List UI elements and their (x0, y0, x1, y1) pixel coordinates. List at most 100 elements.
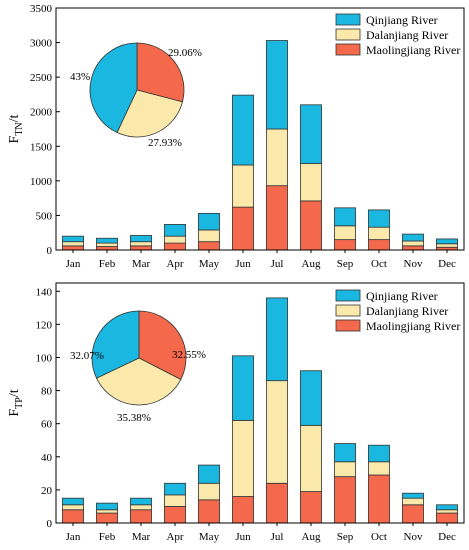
x-tick-label: Apr (166, 258, 183, 270)
legend-label: Maolingjiang River (366, 319, 460, 333)
bar-jun-series-2 (232, 419, 254, 497)
plot-frame (55, 282, 465, 524)
x-tick-label: Feb (99, 531, 116, 543)
pie-slice-1 (138, 310, 187, 381)
bar-jul-series-3 (266, 40, 288, 130)
x-tick-label: Nov (404, 531, 423, 543)
pie-slice-3 (89, 42, 138, 134)
bar-aug-series-1 (300, 491, 322, 524)
bar-feb-series-2 (96, 242, 118, 247)
x-tick-label: Aug (302, 531, 321, 543)
pie-slice-2 (96, 357, 182, 406)
bar-sep-series-1 (334, 476, 356, 524)
bar-oct-series-3 (368, 444, 390, 463)
x-tick-label: Nov (404, 258, 423, 270)
bar-may-series-1 (198, 499, 220, 524)
bar-sep-series-3 (334, 207, 356, 227)
bar-apr-series-2 (164, 235, 186, 244)
legend-swatch (335, 289, 361, 302)
chart-panel-2: Jan Feb Mar Apr May Jun Jul Aug Sep Oct Nov Dec 0 20 4… (7, 282, 465, 543)
y-axis-label: FTP/t (7, 389, 25, 416)
plot-frame (55, 7, 465, 251)
y-tick-label: 500 (36, 210, 53, 222)
bar-jun-series-3 (232, 355, 254, 421)
x-tick-label: Jan (66, 258, 81, 270)
bar-may-series-3 (198, 464, 220, 484)
bar-jan-series-1 (62, 245, 84, 251)
legend-swatch (335, 43, 361, 56)
bar-oct-series-1 (368, 239, 390, 251)
chart-panel-1: Jan Feb Mar Apr May Jun Jul Aug Sep Oct Nov Dec 0 500… (7, 3, 465, 270)
bar-jan-series-2 (62, 504, 84, 511)
bar-jan-series-1 (62, 509, 84, 524)
legend-label: Qinjiang River (366, 289, 438, 303)
bar-feb-series-3 (96, 237, 118, 244)
bar-aug-series-3 (300, 370, 322, 426)
bar-feb-series-1 (96, 512, 118, 524)
x-tick-label: Dec (438, 258, 456, 270)
legend-swatch (335, 13, 361, 26)
pie-label-1: 32.55% (172, 349, 206, 361)
bar-jun-series-1 (232, 496, 254, 524)
bar-apr-series-2 (164, 494, 186, 507)
bar-mar-series-1 (130, 509, 152, 524)
x-tick-label: Sep (337, 531, 354, 543)
y-tick-label: 3000 (30, 38, 53, 50)
x-tick-label: Oct (371, 258, 387, 270)
bar-feb-series-3 (96, 502, 118, 511)
bar-jan-series-3 (62, 235, 84, 243)
x-tick-label: Mar (132, 531, 151, 543)
bar-jul-series-1 (266, 482, 288, 524)
x-tick-label: Oct (371, 531, 387, 543)
bar-may-series-2 (198, 482, 220, 501)
bar-dec-series-2 (436, 509, 458, 514)
bar-oct-series-1 (368, 474, 390, 524)
y-tick-label: 3500 (30, 3, 53, 15)
x-tick-label: Jun (235, 258, 251, 270)
y-tick-label: 40 (41, 452, 53, 464)
pie-label-2: 27.93% (148, 137, 182, 149)
x-tick-label: Jul (271, 258, 284, 270)
bar-apr-series-3 (164, 482, 186, 496)
bar-jun-series-2 (232, 164, 254, 208)
x-tick-label: Feb (99, 258, 116, 270)
bar-jan-series-2 (62, 241, 84, 247)
bar-jan-series-3 (62, 497, 84, 506)
pie-slice-1 (136, 42, 185, 103)
y-tick-label: 60 (41, 419, 53, 431)
legend-label: Dalanjiang River (366, 304, 448, 318)
bar-nov-series-2 (402, 497, 424, 506)
x-tick-label: Jan (66, 531, 81, 543)
pie-label-3: 43% (70, 71, 90, 83)
bar-mar-series-2 (130, 504, 152, 511)
bar-oct-series-3 (368, 209, 390, 228)
bar-sep-series-1 (334, 239, 356, 251)
x-tick-label: Sep (337, 258, 354, 270)
pie-slice-2 (116, 89, 183, 138)
bar-aug-series-2 (300, 163, 322, 202)
y-axis-label: FTN/t (7, 114, 25, 143)
bar-mar-series-3 (130, 497, 152, 506)
bar-aug-series-1 (300, 200, 322, 251)
x-tick-label: Aug (302, 258, 321, 270)
bar-apr-series-3 (164, 224, 186, 237)
bar-dec-series-3 (436, 504, 458, 511)
bar-jun-series-3 (232, 94, 254, 166)
bar-may-series-3 (198, 212, 220, 231)
bar-jul-series-3 (266, 297, 288, 382)
bar-jun-series-1 (232, 206, 254, 251)
y-tick-label: 120 (36, 319, 53, 331)
bar-feb-series-1 (96, 246, 118, 251)
y-tick-label: 0 (47, 245, 53, 257)
bar-apr-series-1 (164, 506, 186, 524)
legend-label: Dalanjiang River (366, 28, 448, 42)
y-tick-label: 80 (41, 386, 53, 398)
bar-nov-series-2 (402, 240, 424, 247)
y-tick-label: 2000 (30, 107, 53, 119)
x-tick-label: Mar (132, 258, 151, 270)
pie-label-3: 32.07% (70, 350, 104, 362)
x-tick-label: Apr (166, 531, 183, 543)
y-tick-label: 140 (36, 286, 53, 298)
y-tick-label: 100 (36, 352, 53, 364)
x-tick-label: Dec (438, 531, 456, 543)
